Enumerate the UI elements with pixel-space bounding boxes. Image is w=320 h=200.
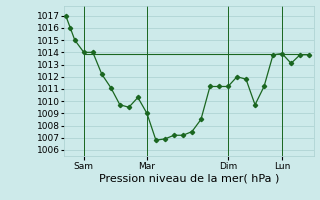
X-axis label: Pression niveau de la mer( hPa ): Pression niveau de la mer( hPa ) [99, 173, 279, 183]
